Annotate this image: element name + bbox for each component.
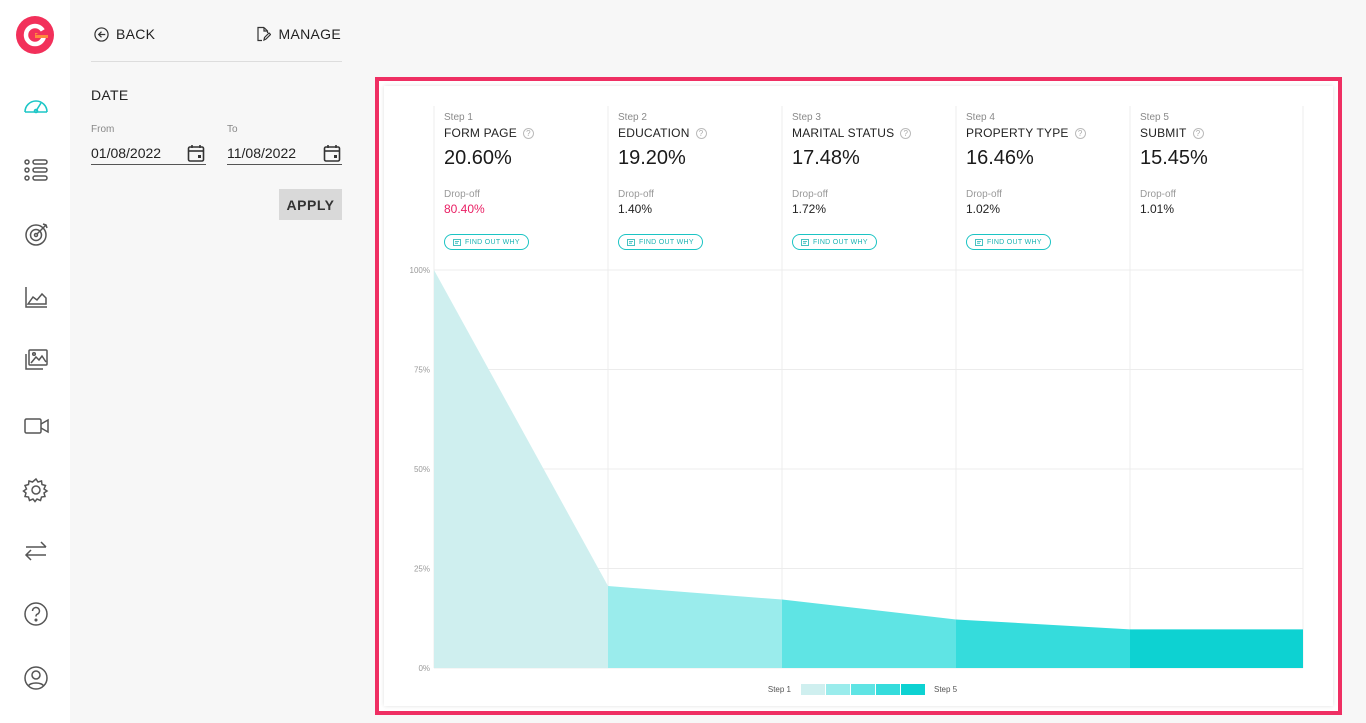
dropoff-label: Drop-off (792, 189, 828, 200)
legend-swatch (826, 684, 850, 695)
legend-swatch (876, 684, 900, 695)
find-out-why-label: FIND OUT WHY (987, 238, 1042, 246)
target-icon[interactable] (21, 219, 51, 249)
help-icon[interactable]: ? (695, 127, 707, 139)
y-tick-label: 75% (414, 366, 430, 375)
legend-swatch (801, 684, 825, 695)
filter-panel: BACK MANAGE DATE From 01/08/2022 To 11/0… (70, 0, 362, 723)
dropoff-value: 1.72% (792, 202, 827, 216)
help-icon[interactable]: ? (522, 127, 534, 139)
from-date-field[interactable]: From 01/08/2022 (91, 124, 206, 165)
funnel-step-2: Step 2 EDUCATION? 19.20% Drop-off 1.40% FIND … (608, 112, 707, 251)
message-icon (801, 238, 809, 246)
step-conversion: 20.60% (444, 147, 512, 169)
funnel-step-5: Step 5 SUBMIT? 15.45% Drop-off 1.01% (1130, 112, 1208, 216)
funnel-area-segment (782, 599, 956, 668)
step-number: Step 5 (1140, 112, 1169, 123)
step-name: FORM PAGE (444, 126, 517, 140)
back-label: BACK (116, 26, 156, 42)
step-conversion: 15.45% (1140, 147, 1208, 169)
funnel-card: 100% 75% 50% 25% 0% Step 1 Step 5 Step 1 FORM P… (384, 86, 1333, 706)
gear-icon[interactable] (21, 475, 51, 505)
step-conversion: 16.46% (966, 147, 1034, 169)
dropoff-value: 1.02% (966, 202, 1001, 216)
message-icon (453, 238, 461, 246)
edit-file-icon (256, 26, 271, 42)
calendar-icon[interactable] (322, 143, 342, 163)
legend-end-label: Step 5 (934, 685, 958, 694)
step-conversion: 17.48% (792, 147, 860, 169)
nav-rail (0, 0, 70, 723)
gallery-icon[interactable] (21, 345, 51, 375)
date-section-title: DATE (91, 87, 129, 103)
video-icon[interactable] (21, 411, 51, 441)
y-tick-label: 50% (414, 465, 430, 474)
find-out-why-button[interactable]: FIND OUT WHY (792, 234, 877, 250)
funnel-area-segment (1130, 629, 1303, 668)
dropoff-value: 1.40% (618, 202, 653, 216)
step-name: SUBMIT (1140, 126, 1187, 140)
help-icon[interactable]: ? (1074, 127, 1086, 139)
dropoff-label: Drop-off (966, 189, 1002, 200)
message-icon (975, 238, 983, 246)
help-icon[interactable] (21, 599, 51, 629)
find-out-why-button[interactable]: FIND OUT WHY (966, 234, 1051, 250)
main-content: 100% 75% 50% 25% 0% Step 1 Step 5 Step 1 FORM P… (362, 0, 1366, 723)
legend-start-label: Step 1 (768, 685, 792, 694)
legend-swatch (851, 684, 875, 695)
step-number: Step 4 (966, 112, 995, 123)
dropoff-label: Drop-off (1140, 189, 1176, 200)
step-conversion: 19.20% (618, 147, 686, 169)
calendar-icon[interactable] (186, 143, 206, 163)
dropoff-value: 80.40% (444, 202, 485, 216)
brand-logo[interactable] (16, 16, 54, 54)
find-out-why-button[interactable]: FIND OUT WHY (444, 234, 529, 250)
funnel-area-segment (434, 270, 608, 668)
from-label: From (91, 124, 115, 135)
apply-button[interactable]: APPLY (279, 189, 342, 220)
funnel-list-icon[interactable] (21, 155, 51, 185)
funnel-area-segment (608, 586, 782, 668)
find-out-why-button[interactable]: FIND OUT WHY (618, 234, 703, 250)
find-out-why-label: FIND OUT WHY (465, 238, 520, 246)
find-out-why-label: FIND OUT WHY (639, 238, 694, 246)
y-tick-label: 100% (410, 266, 430, 275)
legend-swatch (901, 684, 925, 695)
step-name: EDUCATION (618, 126, 690, 140)
step-name: MARITAL STATUS (792, 126, 895, 140)
step-name: PROPERTY TYPE (966, 126, 1069, 140)
back-arrow-icon (94, 26, 109, 42)
manage-button[interactable]: MANAGE (255, 26, 341, 42)
funnel-chart: 100% 75% 50% 25% 0% Step 1 Step 5 (410, 106, 1304, 695)
to-label: To (227, 124, 238, 135)
dropoff-value: 1.01% (1140, 202, 1175, 216)
funnel-step-1: Step 1 FORM PAGE? 20.60% Drop-off 80.40% FIND… (434, 112, 534, 251)
find-out-why-label: FIND OUT WHY (813, 238, 868, 246)
dropoff-label: Drop-off (444, 189, 480, 200)
help-icon[interactable]: ? (900, 127, 912, 139)
back-button[interactable]: BACK (94, 26, 155, 42)
highlight-frame: 100% 75% 50% 25% 0% Step 1 Step 5 Step 1 FORM P… (375, 77, 1342, 715)
transfer-icon[interactable] (21, 536, 51, 566)
user-icon[interactable] (21, 663, 51, 693)
step-number: Step 3 (792, 112, 821, 123)
funnel-step-4: Step 4 PROPERTY TYPE? 16.46% Drop-off 1.02% F… (956, 112, 1086, 251)
dropoff-label: Drop-off (618, 189, 654, 200)
to-date-value[interactable]: 11/08/2022 (227, 144, 297, 161)
y-tick-label: 0% (418, 664, 430, 673)
y-tick-label: 25% (414, 565, 430, 574)
funnel-area-segment (956, 619, 1130, 668)
help-icon[interactable]: ? (1192, 127, 1204, 139)
area-chart-icon[interactable] (21, 282, 51, 312)
to-date-field[interactable]: To 11/08/2022 (227, 124, 342, 165)
step-number: Step 2 (618, 112, 647, 123)
manage-label: MANAGE (278, 26, 341, 42)
funnel-step-3: Step 3 MARITAL STATUS? 17.48% Drop-off 1.72%… (782, 112, 912, 251)
panel-divider (91, 61, 342, 62)
message-icon (627, 238, 635, 246)
step-number: Step 1 (444, 112, 473, 123)
from-date-value[interactable]: 01/08/2022 (91, 144, 162, 161)
dashboard-icon[interactable] (21, 91, 51, 121)
